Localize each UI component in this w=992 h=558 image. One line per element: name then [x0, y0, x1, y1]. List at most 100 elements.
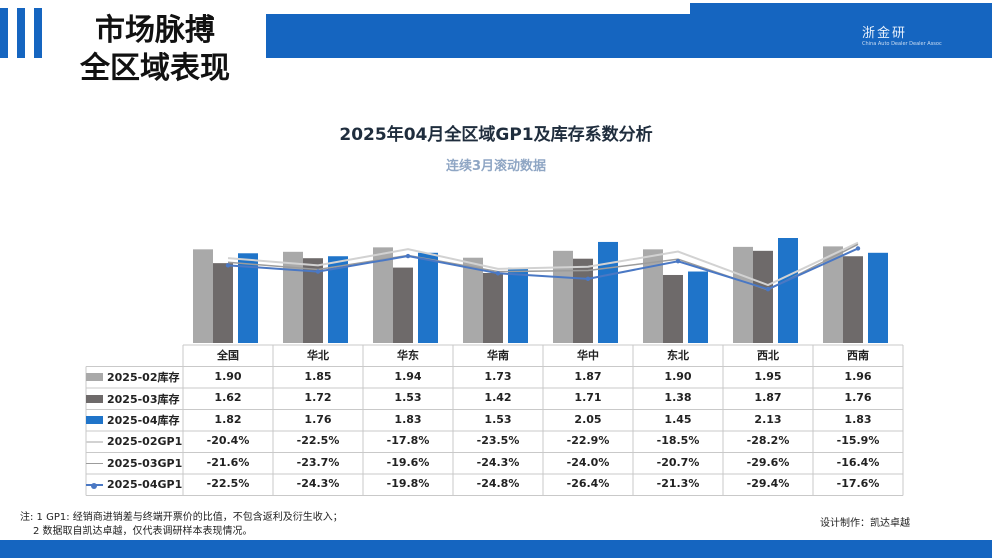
bar-2025-03库存-西南	[843, 256, 863, 343]
logo-main-text: 浙金研	[862, 26, 908, 41]
bar-2025-04库存-华南	[508, 267, 528, 343]
logo-sub-text: China Auto Dealer Dealer Assoc	[862, 41, 942, 47]
category-label: 华北	[307, 349, 329, 362]
bar-2025-03库存-华北	[303, 258, 323, 343]
legend-entry: 2025-04GP1	[86, 475, 182, 495]
point-2025-04GP1-西南	[855, 246, 861, 251]
legend-swatch	[86, 416, 103, 424]
table-value-cell: -29.6%	[746, 455, 790, 469]
bar-2025-02库存-西南	[823, 246, 843, 343]
table-value-cell: 1.76	[844, 391, 872, 404]
legend-line-swatch	[86, 440, 103, 443]
footnote-line-2: 2 数据取自凯达卓越，仅代表调研样本表现情况。	[33, 526, 253, 537]
legend-label: 2025-04GP1	[107, 478, 183, 491]
point-2025-04GP1-西北	[765, 286, 771, 292]
table-value-cell: -22.5%	[296, 434, 340, 447]
legend-entry: 2025-02GP1	[86, 432, 182, 452]
table-value-cell: -17.8%	[386, 434, 430, 447]
table-value-cell: -24.3%	[476, 455, 520, 469]
table-value-cell: -17.6%	[836, 477, 880, 490]
table-value-cell: 1.85	[304, 369, 332, 383]
legend-line-swatch	[86, 462, 103, 464]
point-2025-04GP1-东北	[675, 259, 681, 264]
point-2025-04GP1-华东	[405, 253, 411, 259]
header-band	[266, 14, 992, 58]
accent-bar-2	[17, 8, 25, 58]
bar-2025-03库存-西北	[753, 250, 773, 343]
bar-2025-03库存-东北	[663, 274, 683, 343]
table-value-cell: 1.62	[214, 391, 242, 404]
line-2025-02GP1	[227, 241, 859, 287]
footer-band	[0, 540, 992, 558]
category-label: 西北	[757, 349, 779, 362]
table-value-cell: -24.8%	[476, 477, 520, 490]
category-label: 华东	[397, 349, 419, 362]
table-value-cell: -26.4%	[566, 477, 610, 490]
legend-entry: 2025-03GP1	[86, 453, 182, 473]
legend-entry: 2025-04库存	[86, 410, 182, 430]
table-value-cell: -20.7%	[656, 455, 700, 469]
point-2025-04GP1-华北	[315, 269, 321, 274]
legend-label: 2025-02GP1	[107, 435, 183, 448]
table-value-cell: 1.96	[844, 369, 872, 383]
legend-label: 2025-02库存	[107, 371, 180, 384]
slide-title-line-1: 市场脉搏	[95, 13, 215, 48]
legend-label: 2025-03库存	[107, 392, 180, 406]
chart-subtitle: 连续3月滚动数据	[445, 159, 547, 174]
table-value-cell: -23.5%	[476, 434, 520, 447]
table-value-cell: -21.3%	[656, 477, 700, 490]
accent-bar-3	[34, 8, 42, 58]
bar-2025-02库存-西北	[733, 246, 753, 343]
legend-label: 2025-03GP1	[107, 456, 183, 470]
table-value-cell: -22.5%	[206, 477, 250, 490]
table-value-cell: -15.9%	[836, 434, 880, 447]
footnote-line-1: 注: 1 GP1: 经销商进销差与终端开票价的比值，不包含返利及衍生收入；	[20, 512, 343, 523]
table-value-cell: 1.83	[844, 412, 872, 426]
legend-entry: 2025-02库存	[86, 367, 182, 387]
table-value-cell: 1.95	[754, 369, 782, 383]
table-value-cell: -20.4%	[206, 434, 250, 447]
table-value-cell: -23.7%	[296, 455, 340, 469]
table-value-cell: 1.73	[484, 369, 512, 383]
accent-bar-1	[0, 8, 8, 58]
slide-title-line-2: 全区域表现	[80, 51, 230, 86]
category-label: 东北	[667, 349, 689, 362]
bar-2025-02库存-华中	[553, 250, 573, 343]
legend-swatch	[86, 373, 103, 381]
header-tab	[690, 3, 992, 15]
table-value-cell: 1.83	[394, 412, 422, 426]
table-value-cell: 1.90	[664, 369, 692, 383]
bar-2025-04库存-华北	[328, 256, 348, 343]
legend-line-swatch	[86, 482, 103, 489]
table-value-cell: 1.45	[664, 412, 692, 426]
table-value-cell: 1.82	[214, 412, 242, 426]
table-value-cell: -19.8%	[386, 477, 430, 490]
design-credit: 设计制作：凯达卓越	[820, 518, 910, 529]
bar-2025-04库存-全国	[238, 253, 258, 343]
table-value-cell: -19.6%	[386, 455, 430, 469]
table-value-cell: -21.6%	[206, 455, 250, 469]
category-label: 西南	[847, 349, 869, 362]
table-value-cell: 1.76	[304, 412, 332, 426]
bar-2025-03库存-华东	[393, 267, 413, 343]
legend-marker	[91, 482, 97, 489]
table-value-cell: -24.0%	[566, 455, 610, 469]
bar-2025-04库存-华中	[598, 241, 618, 343]
table-value-cell: -24.3%	[296, 477, 340, 490]
bar-2025-03库存-全国	[213, 263, 233, 343]
bar-2025-02库存-东北	[643, 249, 663, 343]
legend-label: 2025-04库存	[107, 414, 180, 427]
table-value-cell: 1.42	[484, 391, 512, 404]
slide-title: 市场脉搏 全区域表现	[60, 12, 250, 88]
category-label: 全国	[217, 349, 239, 362]
table-value-cell: -28.2%	[746, 434, 790, 447]
table-value-cell: 1.53	[394, 391, 422, 404]
bar-2025-04库存-西北	[778, 238, 798, 343]
table-value-cell: 1.87	[754, 391, 782, 404]
table-value-cell: -18.5%	[656, 434, 700, 447]
table-value-cell: 1.94	[394, 369, 422, 383]
table-value-cell: 1.72	[304, 391, 332, 404]
brand-logo: 浙金研 China Auto Dealer Dealer Assoc	[862, 22, 962, 50]
bar-2025-04库存-东北	[688, 271, 708, 343]
